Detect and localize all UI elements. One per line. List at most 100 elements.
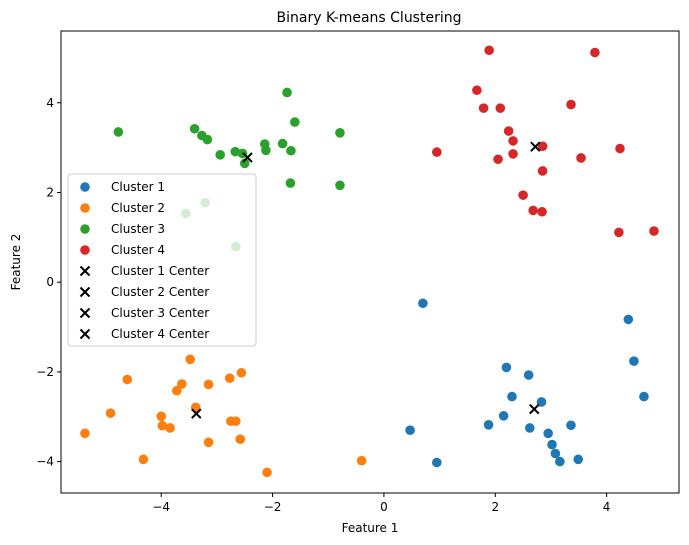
point-cluster-1 [543,428,553,439]
point-cluster-3 [215,149,226,160]
point-cluster-4 [576,153,586,163]
point-cluster-4 [649,226,659,236]
legend-label: Cluster 4 [111,243,165,257]
point-cluster-2 [231,416,241,427]
legend-entry: Cluster 2 [80,201,165,215]
cluster-center-4 [530,141,541,152]
point-cluster-4 [566,99,576,110]
legend-marker [79,286,91,298]
y-tick-label: 2 [46,185,54,199]
axis-ticks: −4 −2 0 2 4 −4 −2 0 2 4 [36,96,610,514]
point-cluster-2 [224,373,235,383]
y-tick-label: −4 [36,455,54,469]
point-cluster-3 [230,146,241,157]
point-cluster-2 [177,379,187,389]
legend-marker [79,328,91,340]
point-cluster-2 [138,454,149,465]
y-axis-label: Feature 2 [9,234,23,291]
point-cluster-1 [623,314,634,325]
legend-label: Cluster 1 Center [111,264,209,278]
point-cluster-3 [239,158,250,169]
point-cluster-1 [483,420,494,430]
point-cluster-2 [105,408,116,418]
plot-area-frame [60,30,680,494]
point-cluster-3 [113,127,124,137]
cluster-centers [191,141,541,419]
point-cluster-2 [262,467,272,478]
legend-marker [80,224,90,234]
legend-marker [80,245,90,255]
y-tick-label: 0 [46,275,54,289]
point-cluster-2 [236,367,247,378]
legend-entry: Cluster 2 Center [79,285,209,299]
legend-label: Cluster 2 Center [111,285,209,299]
point-cluster-4 [590,47,600,58]
cluster-center-3 [242,152,253,163]
point-cluster-4 [493,154,503,165]
point-cluster-3 [261,145,271,156]
legend-label: Cluster 4 Center [111,327,209,341]
legend-entry: Cluster 1 [80,180,165,194]
point-cluster-2 [122,374,133,385]
point-cluster-4 [484,45,494,56]
point-cluster-1 [418,298,428,309]
x-tick-label: 0 [380,500,388,514]
point-cluster-3 [277,138,288,149]
x-tick-label: −2 [264,500,282,514]
legend-entry: Cluster 4 Center [79,327,209,341]
legend-entry: Cluster 3 Center [79,306,209,320]
point-cluster-1 [523,370,534,380]
point-cluster-4 [615,143,625,154]
legend: Cluster 1 Cluster 2 Cluster 3 Cluster 4 Clus… [67,173,257,347]
legend-marker [80,182,90,192]
point-cluster-4 [537,206,547,217]
point-cluster-2 [356,455,367,466]
point-cluster-1 [566,420,576,431]
point-cluster-3 [285,178,296,188]
point-cluster-4 [478,103,489,113]
legend-label: Cluster 3 [111,222,165,236]
legend-entry: Cluster 4 [80,243,165,257]
point-cluster-2 [203,379,214,390]
y-tick-label: −2 [36,365,54,379]
point-cluster-2 [203,437,214,448]
point-cluster-4 [528,205,538,216]
legend-entry: Cluster 1 Center [79,264,209,278]
point-cluster-1 [547,439,557,450]
point-cluster-4 [508,136,518,146]
point-cluster-1 [550,448,561,459]
x-tick-label: −4 [152,500,170,514]
point-cluster-4 [537,166,548,176]
point-cluster-1 [501,362,512,373]
point-cluster-4 [432,147,442,157]
point-cluster-1 [639,391,649,402]
point-cluster-4 [495,103,506,113]
legend-marker [79,307,91,319]
x-tick-label: 2 [491,500,499,514]
legend-label: Cluster 2 [111,201,165,215]
point-cluster-3 [335,180,345,191]
point-cluster-1 [573,454,584,465]
x-axis-label: Feature 1 [342,521,399,535]
point-cluster-3 [335,128,345,138]
point-cluster-1 [536,397,547,407]
point-cluster-4 [503,126,514,136]
point-cluster-1 [555,456,565,467]
chart-title: Binary K-means Clustering [277,10,462,26]
legend-box [67,173,257,347]
point-cluster-2 [235,434,246,444]
point-cluster-3 [189,123,200,134]
point-cluster-1 [405,425,415,436]
legend-marker [80,203,90,213]
point-cluster-3 [290,117,300,127]
point-cluster-4 [518,190,528,200]
point-cluster-4 [614,227,624,238]
cluster-center-2 [191,408,202,419]
point-cluster-2 [80,428,90,439]
point-cluster-3 [282,87,292,98]
point-cluster-3 [202,134,213,145]
point-cluster-2 [172,385,182,396]
point-cluster-4 [537,141,548,152]
point-cluster-2 [156,411,167,422]
legend-label: Cluster 3 Center [111,306,209,320]
